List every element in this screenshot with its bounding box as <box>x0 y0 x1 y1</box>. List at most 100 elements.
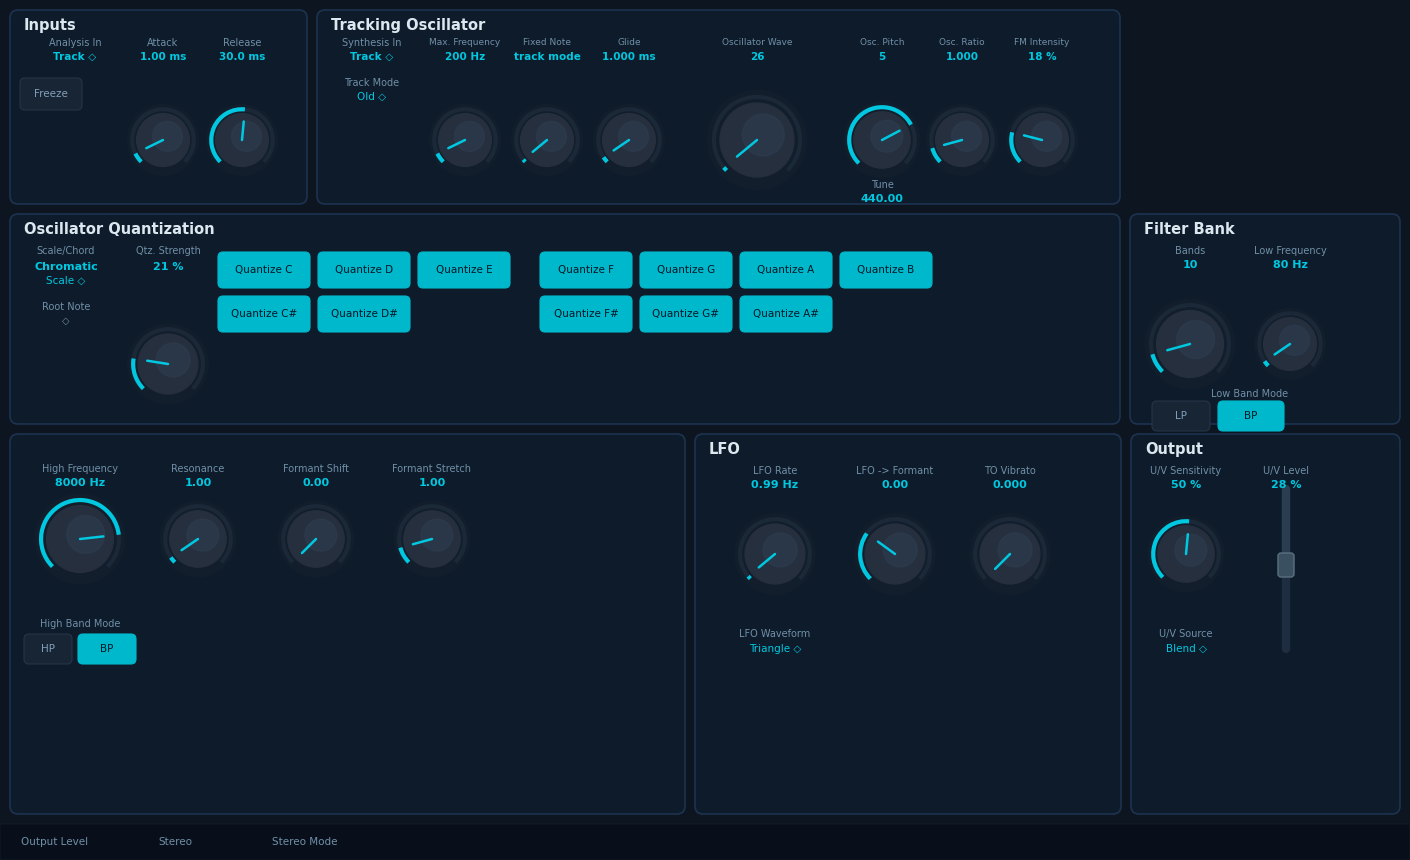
Text: Output: Output <box>1145 442 1203 457</box>
Text: 30.0 ms: 30.0 ms <box>219 52 265 62</box>
FancyBboxPatch shape <box>10 10 307 204</box>
Circle shape <box>305 519 337 551</box>
Circle shape <box>594 105 664 175</box>
Circle shape <box>152 121 182 151</box>
FancyBboxPatch shape <box>219 296 310 332</box>
Circle shape <box>161 501 235 577</box>
Text: Glide: Glide <box>618 38 640 47</box>
Circle shape <box>1279 325 1310 355</box>
Text: Root Note: Root Note <box>42 302 90 312</box>
Circle shape <box>231 121 261 151</box>
Text: U/V Sensitivity: U/V Sensitivity <box>1151 466 1221 476</box>
FancyBboxPatch shape <box>740 296 832 332</box>
Text: FM Intensity: FM Intensity <box>1014 38 1070 47</box>
Text: Quantize D#: Quantize D# <box>330 309 398 319</box>
Circle shape <box>1015 114 1069 166</box>
Circle shape <box>1007 105 1077 175</box>
Text: LP: LP <box>1175 411 1187 421</box>
Text: U/V Source: U/V Source <box>1159 629 1213 639</box>
Text: Low Frequency: Low Frequency <box>1253 246 1327 256</box>
Circle shape <box>536 121 567 151</box>
Text: Track ◇: Track ◇ <box>350 52 393 62</box>
FancyBboxPatch shape <box>1277 553 1294 577</box>
Text: Quantize F: Quantize F <box>558 265 613 275</box>
Circle shape <box>854 112 911 169</box>
Text: LFO -> Formant: LFO -> Formant <box>856 466 933 476</box>
FancyBboxPatch shape <box>317 10 1120 204</box>
Text: High Band Mode: High Band Mode <box>39 619 120 629</box>
Text: High Frequency: High Frequency <box>42 464 118 474</box>
Text: ◇: ◇ <box>62 316 69 326</box>
Text: Output Level: Output Level <box>21 837 89 847</box>
FancyBboxPatch shape <box>695 434 1121 814</box>
Text: 440.00: 440.00 <box>860 194 904 204</box>
Circle shape <box>866 524 925 584</box>
FancyBboxPatch shape <box>1129 214 1400 424</box>
Text: Triangle ◇: Triangle ◇ <box>749 644 801 654</box>
FancyBboxPatch shape <box>10 434 685 814</box>
Text: LFO Waveform: LFO Waveform <box>739 629 811 639</box>
Circle shape <box>512 105 582 175</box>
Circle shape <box>735 514 815 594</box>
Text: Max. Frequency: Max. Frequency <box>430 38 501 47</box>
Text: Old ◇: Old ◇ <box>358 92 386 102</box>
Text: Quantize C#: Quantize C# <box>231 309 298 319</box>
Text: Formant Shift: Formant Shift <box>283 464 350 474</box>
Text: Fixed Note: Fixed Note <box>523 38 571 47</box>
Text: Quantize C: Quantize C <box>235 265 293 275</box>
Text: Low Band Mode: Low Band Mode <box>1211 389 1289 399</box>
FancyBboxPatch shape <box>540 252 632 288</box>
Text: HP: HP <box>41 644 55 654</box>
Circle shape <box>520 114 574 166</box>
Text: Formant Stretch: Formant Stretch <box>392 464 471 474</box>
Circle shape <box>1158 525 1214 582</box>
FancyBboxPatch shape <box>24 634 72 664</box>
Circle shape <box>936 114 988 166</box>
FancyBboxPatch shape <box>540 296 632 332</box>
Text: 10: 10 <box>1183 260 1197 270</box>
Circle shape <box>216 114 268 166</box>
FancyBboxPatch shape <box>840 252 932 288</box>
Circle shape <box>403 511 460 567</box>
FancyBboxPatch shape <box>319 296 410 332</box>
Circle shape <box>127 105 199 175</box>
Circle shape <box>47 506 113 573</box>
FancyBboxPatch shape <box>1218 401 1285 431</box>
Circle shape <box>207 105 278 175</box>
Circle shape <box>854 514 935 594</box>
FancyBboxPatch shape <box>219 252 310 288</box>
Text: Oscillator Wave: Oscillator Wave <box>722 38 792 47</box>
Circle shape <box>742 114 784 156</box>
Text: Track Mode: Track Mode <box>344 78 399 88</box>
Circle shape <box>721 103 794 177</box>
Circle shape <box>395 501 470 577</box>
FancyBboxPatch shape <box>417 252 510 288</box>
Text: Quantize G#: Quantize G# <box>653 309 719 319</box>
Text: Bands: Bands <box>1175 246 1206 256</box>
Circle shape <box>1156 310 1224 378</box>
Text: Quantize G: Quantize G <box>657 265 715 275</box>
Text: U/V Level: U/V Level <box>1263 466 1308 476</box>
FancyBboxPatch shape <box>10 214 1120 424</box>
Circle shape <box>883 533 916 567</box>
Text: Freeze: Freeze <box>34 89 68 99</box>
Circle shape <box>952 121 981 151</box>
Circle shape <box>186 519 219 551</box>
Circle shape <box>157 343 190 377</box>
Circle shape <box>845 102 919 178</box>
Text: Quantize F#: Quantize F# <box>554 309 619 319</box>
FancyBboxPatch shape <box>1152 401 1210 431</box>
Circle shape <box>1255 309 1325 379</box>
Text: Tune: Tune <box>870 180 894 190</box>
FancyBboxPatch shape <box>319 252 410 288</box>
Text: 28 %: 28 % <box>1270 480 1301 490</box>
Text: Quantize B: Quantize B <box>857 265 915 275</box>
Text: Osc. Pitch: Osc. Pitch <box>860 38 904 47</box>
Circle shape <box>1175 534 1207 566</box>
Text: Scale ◇: Scale ◇ <box>47 276 86 286</box>
Circle shape <box>970 514 1050 594</box>
Text: BP: BP <box>100 644 114 654</box>
Text: 0.00: 0.00 <box>881 480 908 490</box>
Text: Blend ◇: Blend ◇ <box>1166 644 1207 654</box>
Circle shape <box>980 524 1041 584</box>
